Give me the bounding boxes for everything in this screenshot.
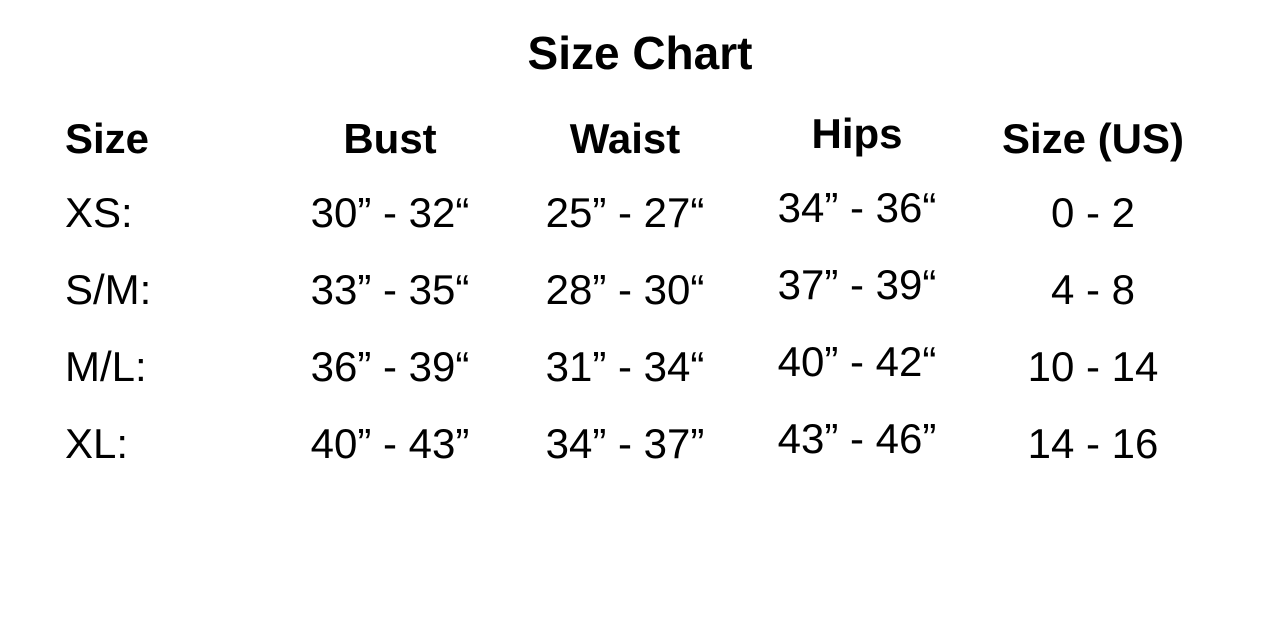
cell-bust: 40” - 43”: [310, 420, 470, 467]
header-size: Size: [65, 115, 150, 162]
cell-hips: 43” - 46”: [777, 415, 937, 462]
cell-hips: 37” - 39“: [777, 261, 937, 308]
cell-bust: 30” - 32“: [310, 189, 470, 236]
cell-size: M/L:: [65, 343, 147, 390]
cell-bust: 33” - 35“: [310, 266, 470, 313]
cell-waist: 31” - 34“: [545, 343, 705, 390]
cell-size: XS:: [65, 189, 133, 236]
header-waist: Waist: [569, 115, 681, 162]
cell-size-us: 14 - 16: [1027, 420, 1159, 467]
header-hips: Hips: [811, 110, 903, 157]
cell-size-us: 0 - 2: [1050, 189, 1136, 236]
cell-waist: 28” - 30“: [545, 266, 705, 313]
cell-bust: 36” - 39“: [310, 343, 470, 390]
header-size-us: Size (US): [1001, 115, 1185, 162]
cell-hips: 34” - 36“: [777, 184, 937, 231]
cell-size: S/M:: [65, 266, 152, 313]
chart-title: Size Chart: [527, 27, 753, 79]
cell-size-us: 4 - 8: [1050, 266, 1136, 313]
cell-waist: 25” - 27“: [545, 189, 705, 236]
header-bust: Bust: [343, 115, 437, 162]
cell-waist: 34” - 37”: [545, 420, 705, 467]
cell-size-us: 10 - 14: [1027, 343, 1159, 390]
cell-hips: 40” - 42“: [777, 338, 937, 385]
cell-size: XL:: [65, 420, 129, 467]
